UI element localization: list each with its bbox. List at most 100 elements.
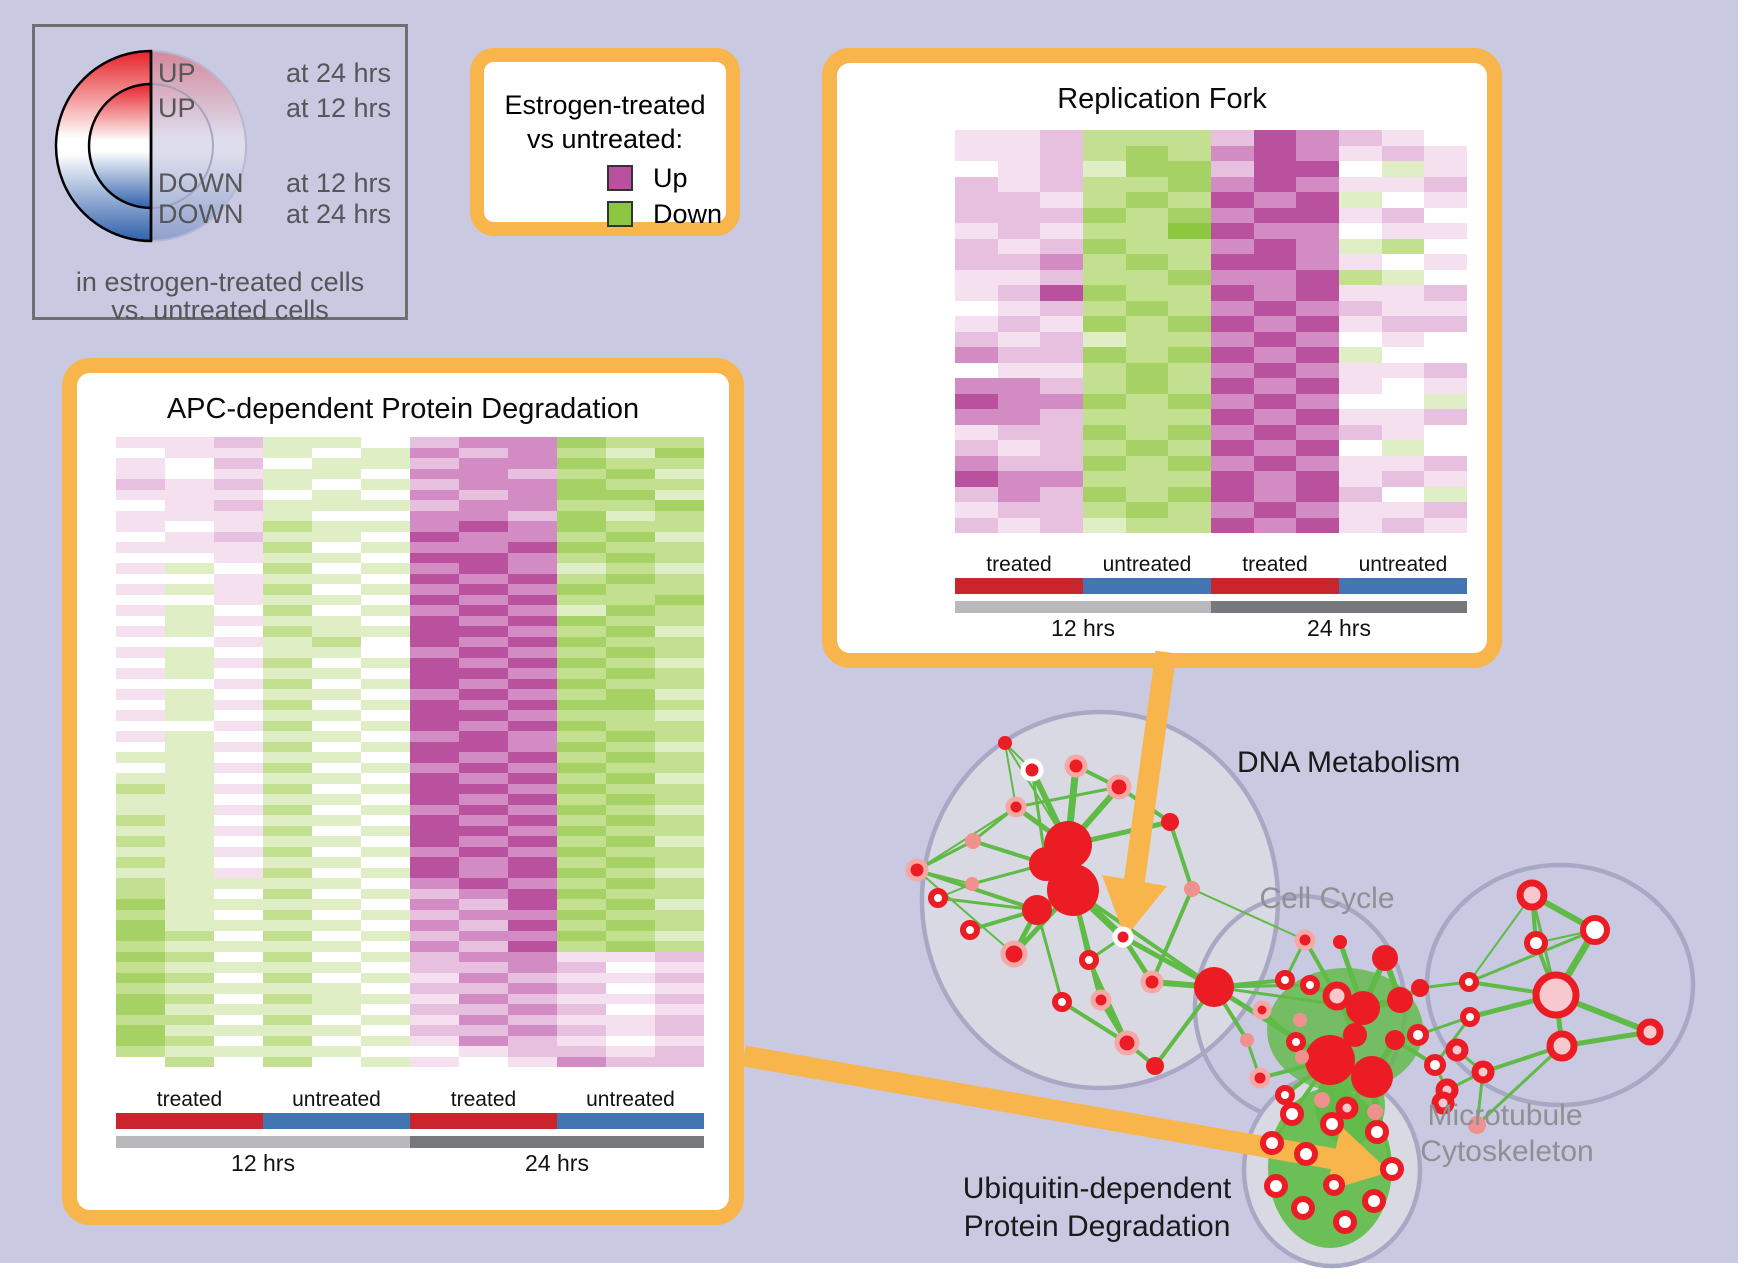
heatmap-cell	[655, 699, 704, 710]
heatmap-cell	[655, 1035, 704, 1046]
heatmap-cell	[1211, 486, 1254, 502]
heatmap-cell	[1083, 316, 1126, 332]
heatmap-cell	[165, 920, 214, 931]
heatmap-cell	[655, 510, 704, 521]
heatmap-cell	[1168, 130, 1211, 146]
heatmap-cell	[312, 479, 361, 490]
heatmap-cell	[312, 867, 361, 878]
heatmap-cell	[997, 207, 1041, 223]
heatmap-cell	[1296, 161, 1339, 177]
heatmap-cell	[1296, 300, 1339, 316]
heatmap-cell	[116, 846, 165, 857]
heatmap-cell	[955, 145, 998, 161]
heatmap-cell	[955, 130, 998, 146]
heatmap-cell	[459, 972, 508, 983]
heatmap-cell	[165, 531, 214, 542]
heatmap-cell	[263, 836, 312, 847]
heatmap-cell	[312, 951, 361, 962]
heatmap-cell	[116, 972, 165, 983]
heatmap-cell	[116, 521, 165, 532]
heatmap-cell	[955, 254, 998, 270]
heatmap-cell	[116, 479, 165, 490]
heatmap-cell	[165, 468, 214, 479]
heatmap-cell	[1211, 223, 1254, 239]
heatmap-cell	[214, 1025, 263, 1036]
heatmap-cell	[1339, 254, 1382, 270]
heatmap-cell	[165, 447, 214, 458]
heatmap-cell	[410, 626, 459, 637]
heatmap-cell	[410, 510, 459, 521]
heatmap-cell	[214, 542, 263, 553]
heatmap-cell	[312, 573, 361, 584]
heatmap-cell	[955, 316, 998, 332]
heatmap-cell	[1125, 285, 1169, 301]
heatmap-cell	[1083, 471, 1126, 487]
heatmap-cell	[1125, 347, 1169, 363]
heatmap-cell	[1339, 238, 1382, 254]
heatmap-cell	[312, 773, 361, 784]
heatmap-cell	[557, 552, 606, 563]
heatmap-cell	[557, 615, 606, 626]
heatmap-cell	[606, 447, 655, 458]
heatmap-cell	[410, 531, 459, 542]
heatmap-cell	[263, 657, 312, 668]
heatmap-cell	[361, 542, 410, 553]
wheel-row-time: at 12 hrs	[285, 168, 391, 198]
heatmap-cell	[116, 836, 165, 847]
heatmap-cell	[165, 605, 214, 616]
heatmap-cell	[312, 1025, 361, 1036]
heatmap-cell	[606, 573, 655, 584]
heatmap-cell	[1211, 331, 1254, 347]
heatmap-cell	[655, 752, 704, 763]
heatmap-cell	[997, 347, 1041, 363]
heatmap-cell	[557, 594, 606, 605]
heatmap-cell	[361, 1025, 410, 1036]
heatmap-cell	[955, 238, 998, 254]
up-down-wheel-icon	[54, 49, 247, 243]
heatmap-cell	[557, 626, 606, 637]
heatmap-cell	[116, 668, 165, 679]
heatmap-cell	[655, 437, 704, 448]
wheel-footer-line2: vs. untreated cells	[111, 295, 329, 325]
heatmap-cell	[410, 1035, 459, 1046]
time-bar-segment	[410, 1136, 704, 1148]
heatmap-cell	[410, 815, 459, 826]
heatmap-cell	[361, 458, 410, 469]
heatmap-cell	[1296, 316, 1339, 332]
heatmap-cell	[557, 531, 606, 542]
heatmap-cell	[214, 552, 263, 563]
heatmap-cell	[165, 584, 214, 595]
heatmap-cell	[1125, 316, 1169, 332]
group-labels: treated untreated treated untreated	[116, 1088, 704, 1112]
heatmap-cell	[263, 825, 312, 836]
heatmap-cell	[1040, 130, 1083, 146]
heatmap-cell	[606, 867, 655, 878]
heatmap-cell	[955, 471, 998, 487]
heatmap-cell	[1211, 192, 1254, 208]
heatmap-cell	[606, 741, 655, 752]
heatmap-cell	[1168, 300, 1211, 316]
heatmap-cell	[263, 731, 312, 742]
heatmap-cell	[361, 731, 410, 742]
heatmap-cell	[263, 479, 312, 490]
heatmap-cell	[459, 815, 508, 826]
time-bar-segment	[955, 601, 1211, 613]
heatmap-cell	[606, 521, 655, 532]
heatmap-cell	[1424, 316, 1467, 332]
heatmap-cell	[557, 1025, 606, 1036]
heatmap-cell	[410, 762, 459, 773]
heatmap-cell	[1339, 486, 1382, 502]
heatmap-cell	[312, 899, 361, 910]
heatmap-cell	[655, 563, 704, 574]
heatmap-cell	[557, 815, 606, 826]
heatmap-cell	[459, 878, 508, 889]
heatmap-cell	[312, 804, 361, 815]
heatmap-cell	[1253, 207, 1297, 223]
heatmap-cell	[263, 930, 312, 941]
heatmap-cell	[165, 521, 214, 532]
heatmap-cell	[606, 615, 655, 626]
heatmap-cell	[1083, 223, 1126, 239]
heatmap-cell	[361, 888, 410, 899]
heatmap-cell	[165, 825, 214, 836]
heatmap-cell	[1424, 238, 1467, 254]
